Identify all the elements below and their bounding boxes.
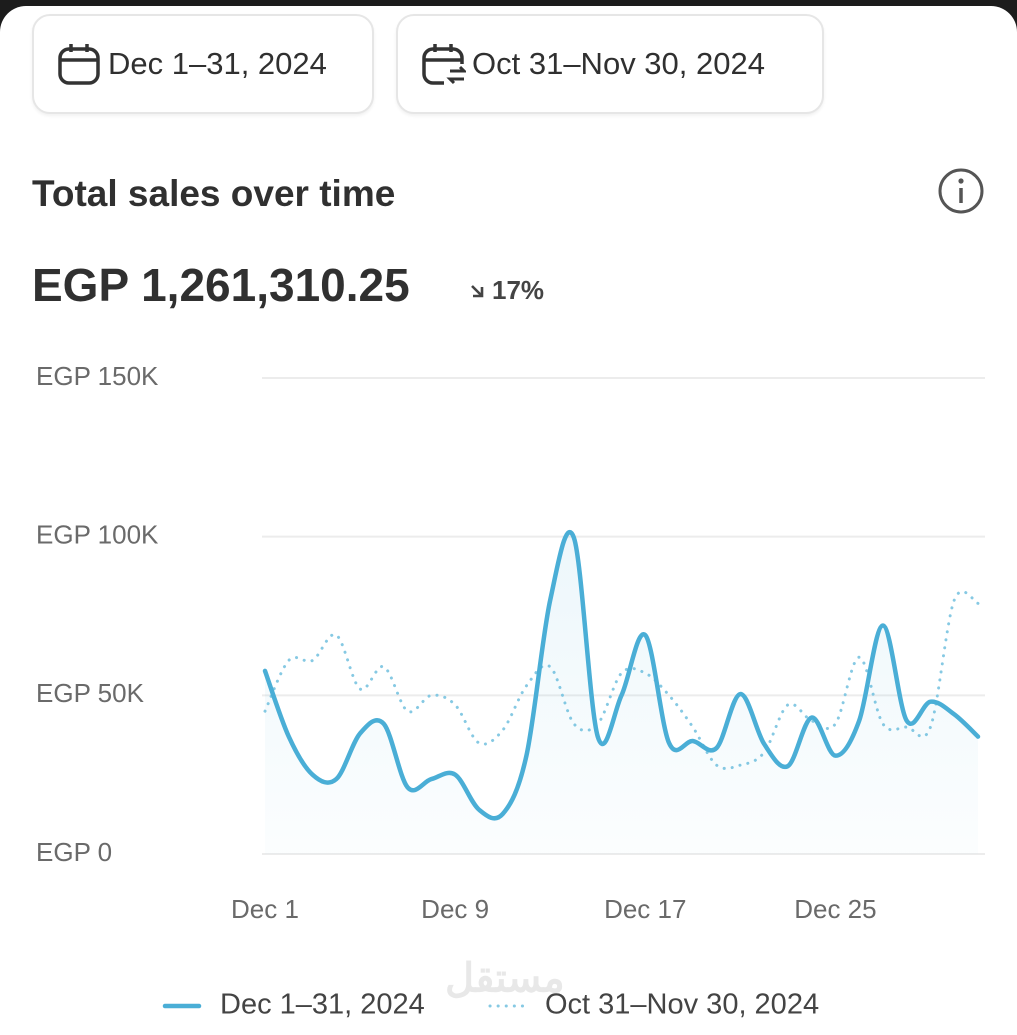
y-tick-label: EGP 50K — [36, 678, 145, 708]
date-range-button[interactable]: Dec 1–31, 2024 — [32, 14, 374, 114]
card: Dec 1–31, 2024 Oct 31–Nov 30, 2024 Total… — [0, 6, 1017, 1035]
series-line — [262, 529, 981, 821]
series-area — [265, 532, 978, 854]
change-percent: 17% — [492, 275, 544, 305]
legend-item[interactable]: Dec 1–31, 2024 — [162, 989, 425, 1021]
date-range-label: Dec 1–31, 2024 — [108, 46, 327, 81]
change-arrow — [471, 285, 484, 298]
x-tick-label: Dec 1 — [231, 894, 299, 924]
legend-label: Oct 31–Nov 30, 2024 — [545, 989, 819, 1021]
chart: Total sales over time EGP 1,261,310.25 1… — [32, 168, 985, 1021]
y-tick-label: EGP 100K — [36, 520, 159, 550]
legend-item[interactable]: Oct 31–Nov 30, 2024 — [488, 989, 819, 1021]
y-tick-label: EGP 150K — [36, 361, 159, 391]
calendar-icon — [58, 44, 100, 85]
comparison-button[interactable]: Oct 31–Nov 30, 2024 — [396, 14, 824, 114]
x-tick-label: Dec 25 — [794, 894, 876, 924]
legend-label: Dec 1–31, 2024 — [220, 989, 425, 1021]
x-tick-label: Dec 9 — [421, 894, 489, 924]
y-tick-label: EGP 0 — [36, 837, 112, 867]
info-icon[interactable] — [938, 168, 984, 214]
total-sales: EGP 1,261,310.25 — [32, 259, 410, 311]
comparison-label: Oct 31–Nov 30, 2024 — [472, 46, 765, 81]
series-line — [263, 590, 980, 770]
chart-title: Total sales over time — [32, 173, 395, 214]
x-tick-label: Dec 17 — [604, 894, 686, 924]
compare-calendar-icon — [422, 44, 466, 85]
watermark: مستقل — [445, 957, 565, 1001]
